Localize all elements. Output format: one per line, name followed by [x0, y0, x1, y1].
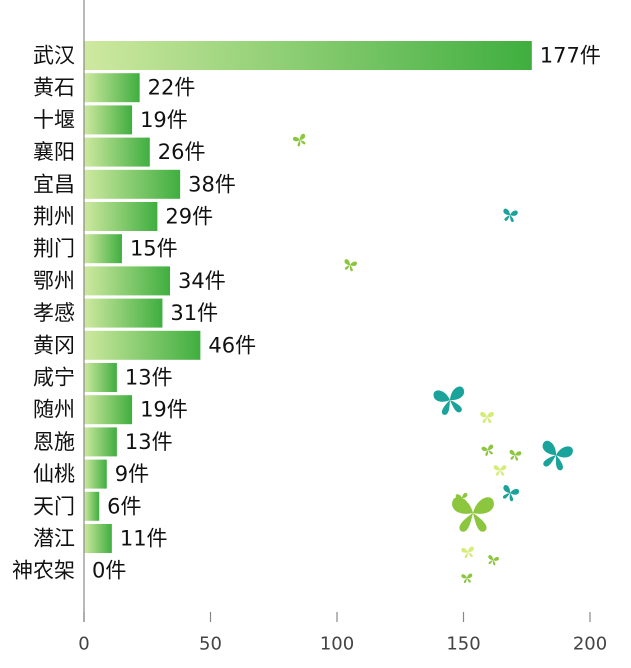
value-label: 38件	[188, 172, 236, 196]
category-label: 宜昌	[33, 172, 75, 196]
bar	[84, 395, 133, 425]
category-label: 随州	[33, 398, 75, 422]
category-label: 荆州	[33, 205, 75, 229]
bar	[84, 137, 150, 167]
bar	[84, 298, 163, 328]
butterfly-icon	[461, 573, 473, 584]
butterfly-icon	[342, 258, 358, 273]
value-label: 26件	[158, 140, 206, 164]
value-label: 13件	[125, 430, 173, 454]
bar	[84, 524, 112, 553]
butterfly-decorations	[292, 133, 574, 584]
value-label: 6件	[107, 494, 141, 518]
bar	[84, 73, 140, 103]
bar	[84, 491, 100, 521]
value-label: 177件	[540, 44, 601, 68]
butterfly-icon	[292, 133, 308, 148]
bar	[84, 427, 117, 457]
x-tick-label: 50	[199, 634, 222, 655]
butterfly-icon	[508, 449, 522, 462]
category-label: 荆门	[33, 237, 75, 261]
bar	[84, 105, 133, 135]
value-label: 19件	[140, 108, 188, 132]
bar	[84, 266, 171, 296]
value-label: 9件	[115, 462, 149, 486]
category-label: 神农架	[12, 559, 75, 583]
category-label: 武汉	[33, 44, 75, 68]
butterfly-icon	[537, 439, 574, 473]
category-label: 鄂州	[33, 269, 75, 293]
category-label: 咸宁	[33, 366, 75, 390]
bar	[84, 169, 181, 199]
butterfly-icon	[499, 484, 520, 503]
value-label: 46件	[208, 333, 256, 357]
x-tick-label: 150	[446, 634, 480, 655]
butterfly-icon	[493, 465, 507, 476]
category-label: 黄冈	[33, 333, 75, 357]
value-label: 11件	[120, 527, 168, 551]
bar	[84, 330, 201, 360]
bar	[84, 459, 107, 489]
butterfly-icon	[432, 385, 468, 417]
x-tick-label: 200	[573, 634, 607, 655]
bar	[84, 234, 122, 264]
value-label: 22件	[148, 76, 196, 100]
butterfly-icon	[481, 444, 496, 457]
category-label: 十堰	[33, 108, 75, 132]
x-tick-label: 100	[320, 634, 354, 655]
value-label: 15件	[130, 237, 178, 261]
x-axis: 0 50 100 150 200	[78, 0, 607, 655]
butterfly-icon	[452, 497, 494, 532]
category-label: 潜江	[33, 527, 75, 551]
butterfly-icon	[480, 411, 494, 424]
bar	[84, 202, 158, 231]
value-label: 29件	[165, 205, 213, 229]
butterfly-icon	[460, 546, 476, 559]
x-tick-label: 0	[78, 634, 89, 655]
category-label: 天门	[33, 494, 75, 518]
category-label: 孝感	[33, 301, 75, 325]
value-label: 13件	[125, 366, 173, 390]
value-label: 0件	[92, 559, 126, 583]
value-label: 31件	[170, 301, 218, 325]
butterfly-icon	[501, 208, 519, 223]
category-label: 仙桃	[33, 462, 75, 486]
value-label: 19件	[140, 398, 188, 422]
category-label: 黄石	[33, 76, 75, 100]
bar	[84, 41, 532, 70]
category-label: 恩施	[33, 430, 75, 454]
butterfly-icon	[486, 554, 500, 567]
bar	[84, 363, 117, 392]
category-label: 襄阳	[33, 140, 75, 164]
value-label: 34件	[178, 269, 226, 293]
